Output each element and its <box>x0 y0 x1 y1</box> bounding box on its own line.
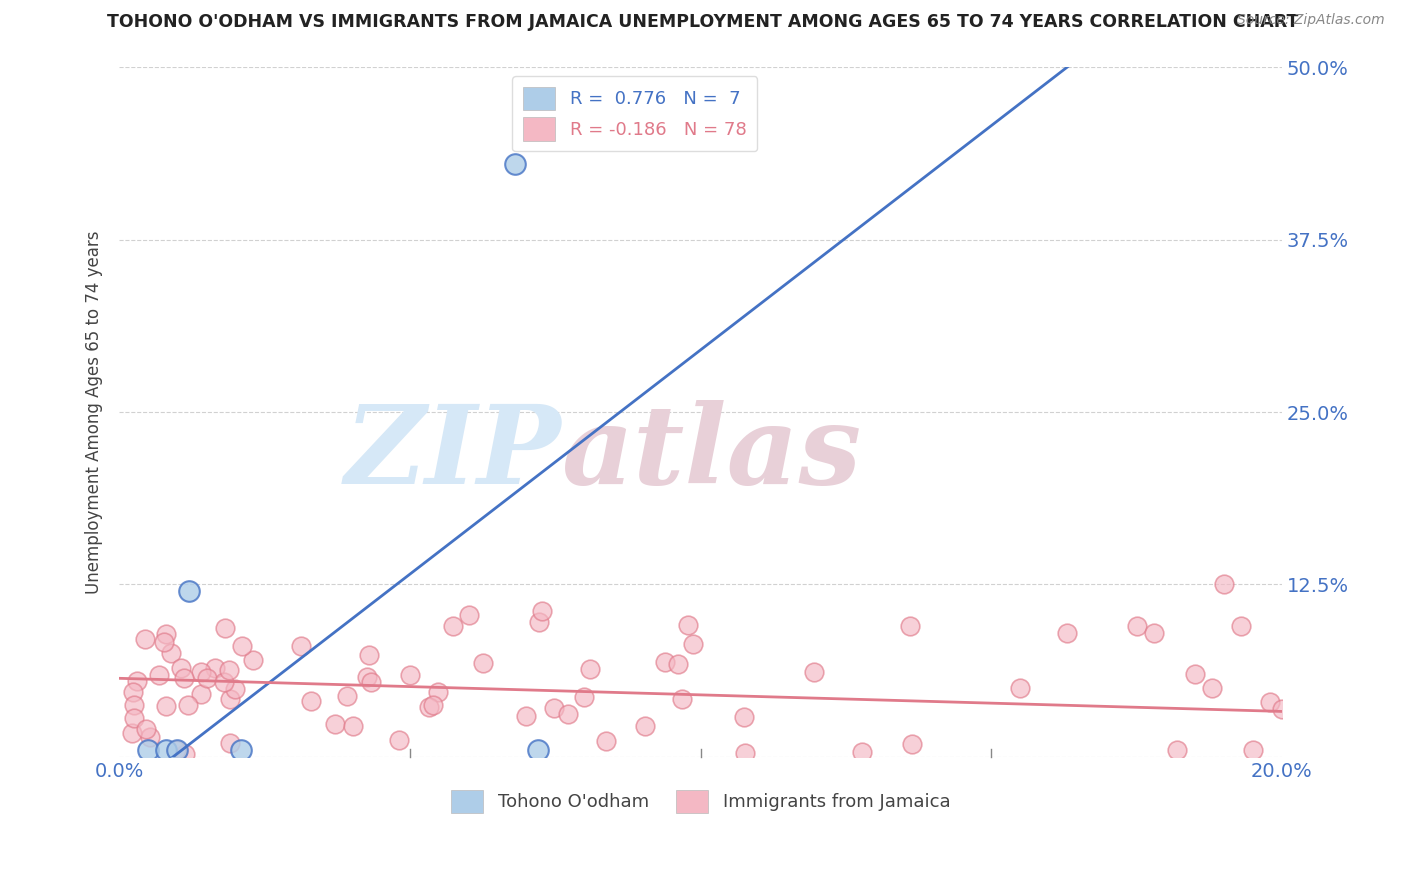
Point <box>214 621 236 635</box>
Point <box>733 710 755 724</box>
Point <box>422 698 444 713</box>
Point <box>671 692 693 706</box>
Point <box>212 674 235 689</box>
Point <box>1010 681 1032 695</box>
Point <box>1201 681 1223 695</box>
Point <box>155 743 177 757</box>
Point <box>155 627 177 641</box>
Point <box>138 743 160 757</box>
Point <box>543 700 565 714</box>
Point <box>515 708 537 723</box>
Point <box>124 698 146 712</box>
Point <box>734 746 756 760</box>
Text: TOHONO O'ODHAM VS IMMIGRANTS FROM JAMAICA UNEMPLOYMENT AMONG AGES 65 TO 74 YEARS: TOHONO O'ODHAM VS IMMIGRANTS FROM JAMAIC… <box>107 13 1299 31</box>
Point <box>155 699 177 714</box>
Point <box>530 604 553 618</box>
Point <box>204 661 226 675</box>
Point <box>1258 695 1281 709</box>
Point <box>290 640 312 654</box>
Point <box>127 673 149 688</box>
Point <box>1056 625 1078 640</box>
Point <box>1166 743 1188 757</box>
Point <box>231 640 253 654</box>
Point <box>503 156 526 170</box>
Point <box>901 737 924 751</box>
Point <box>1271 701 1294 715</box>
Point <box>682 637 704 651</box>
Point <box>242 653 264 667</box>
Y-axis label: Unemployment Among Ages 65 to 74 years: Unemployment Among Ages 65 to 74 years <box>86 230 103 594</box>
Point <box>526 743 548 757</box>
Point <box>851 744 873 758</box>
Legend: Tohono O'odham, Immigrants from Jamaica: Tohono O'odham, Immigrants from Jamaica <box>440 779 962 824</box>
Point <box>165 742 187 756</box>
Point <box>159 646 181 660</box>
Point <box>654 655 676 669</box>
Point <box>527 615 550 629</box>
Text: Source: ZipAtlas.com: Source: ZipAtlas.com <box>1237 13 1385 28</box>
Point <box>299 693 322 707</box>
Point <box>218 736 240 750</box>
Point <box>177 584 200 599</box>
Point <box>360 675 382 690</box>
Point <box>170 661 193 675</box>
Point <box>426 685 449 699</box>
Point <box>342 719 364 733</box>
Point <box>231 743 253 757</box>
Point <box>356 670 378 684</box>
Point <box>1230 619 1253 633</box>
Point <box>676 618 699 632</box>
Point <box>218 663 240 677</box>
Point <box>219 692 242 706</box>
Point <box>336 689 359 703</box>
Point <box>666 657 689 672</box>
Point <box>441 619 464 633</box>
Point <box>166 743 188 757</box>
Text: ZIP: ZIP <box>344 400 561 508</box>
Point <box>634 719 657 733</box>
Point <box>557 707 579 722</box>
Point <box>135 722 157 736</box>
Point <box>457 608 479 623</box>
Point <box>472 656 495 670</box>
Point <box>122 685 145 699</box>
Point <box>323 716 346 731</box>
Point <box>1184 667 1206 681</box>
Point <box>224 681 246 696</box>
Point <box>578 662 600 676</box>
Point <box>359 648 381 663</box>
Point <box>190 687 212 701</box>
Point <box>1125 619 1147 633</box>
Point <box>122 711 145 725</box>
Text: atlas: atlas <box>561 400 862 508</box>
Point <box>121 726 143 740</box>
Point <box>803 665 825 679</box>
Point <box>134 632 156 647</box>
Point <box>572 690 595 704</box>
Point <box>388 732 411 747</box>
Point <box>177 698 200 712</box>
Point <box>418 699 440 714</box>
Point <box>173 671 195 685</box>
Point <box>195 671 218 685</box>
Point <box>148 668 170 682</box>
Point <box>190 665 212 680</box>
Point <box>1241 743 1264 757</box>
Point <box>595 733 617 747</box>
Point <box>1143 625 1166 640</box>
Point <box>898 618 921 632</box>
Point <box>153 635 176 649</box>
Point <box>174 747 197 762</box>
Point <box>138 730 160 744</box>
Point <box>398 667 420 681</box>
Point <box>1212 577 1234 591</box>
